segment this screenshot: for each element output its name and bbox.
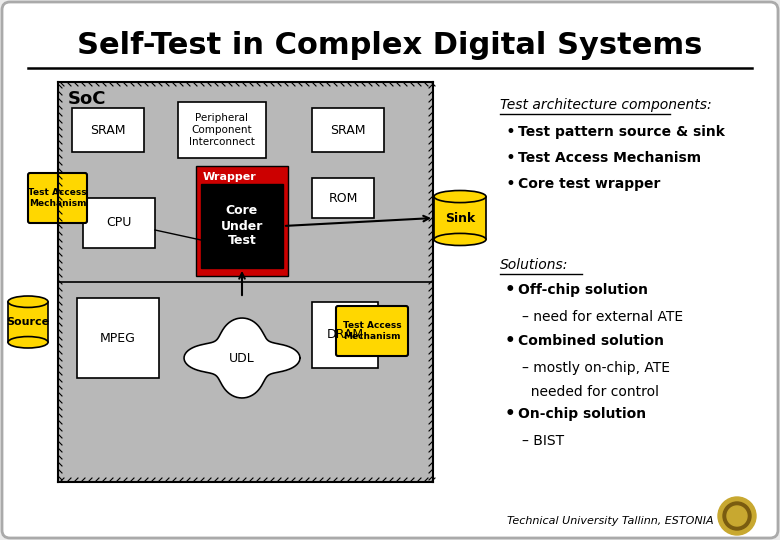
Bar [196,166,288,276]
Text: Test Access
Mechanism: Test Access Mechanism [342,321,402,341]
Bar [312,108,384,152]
Ellipse shape [434,233,486,246]
FancyBboxPatch shape [28,173,87,223]
Text: Test architecture components:: Test architecture components: [500,98,711,112]
Text: Sink: Sink [445,212,475,225]
Text: – need for external ATE: – need for external ATE [522,310,683,324]
Ellipse shape [434,191,486,202]
Text: •: • [505,332,516,350]
FancyBboxPatch shape [336,306,408,356]
Text: DRAM: DRAM [327,328,363,341]
Text: Core test wrapper: Core test wrapper [518,177,661,191]
Bar [178,102,266,158]
Text: Self-Test in Complex Digital Systems: Self-Test in Complex Digital Systems [77,31,703,60]
Circle shape [718,497,756,535]
Bar [72,108,144,152]
Text: CPU: CPU [106,217,132,230]
Bar [312,302,378,368]
Text: SRAM: SRAM [90,124,126,137]
Text: •: • [505,123,515,141]
Bar [58,82,433,482]
Ellipse shape [8,336,48,348]
Text: Peripheral
Component
Interconnect: Peripheral Component Interconnect [189,113,255,146]
Text: Test Access
Mechanism: Test Access Mechanism [28,188,87,208]
Text: •: • [505,175,515,193]
Text: SoC: SoC [68,90,107,108]
Bar [434,197,486,239]
Text: Combined solution: Combined solution [518,334,664,348]
Text: •: • [505,149,515,167]
Bar [312,178,374,218]
Circle shape [727,506,747,526]
Text: Source: Source [6,317,50,327]
Text: Core
Under
Test: Core Under Test [221,205,263,247]
Text: On-chip solution: On-chip solution [518,407,646,421]
Bar [77,298,159,378]
Text: Technical University Tallinn, ESTONIA: Technical University Tallinn, ESTONIA [507,516,714,526]
Ellipse shape [8,296,48,307]
Text: ROM: ROM [328,192,358,205]
Text: Wrapper: Wrapper [203,172,257,182]
Polygon shape [184,318,300,398]
Bar [8,302,48,342]
Text: – BIST: – BIST [522,434,564,448]
Text: needed for control: needed for control [522,385,659,399]
Bar [201,184,283,268]
Text: MPEG: MPEG [100,332,136,345]
Circle shape [723,502,751,530]
Text: •: • [505,405,516,423]
Text: •: • [505,281,516,299]
Text: Test Access Mechanism: Test Access Mechanism [518,151,701,165]
Text: Solutions:: Solutions: [500,258,569,272]
Text: Test pattern source & sink: Test pattern source & sink [518,125,725,139]
Bar [83,198,155,248]
Text: – mostly on-chip, ATE: – mostly on-chip, ATE [522,361,670,375]
Text: Off-chip solution: Off-chip solution [518,283,648,297]
Text: UDL: UDL [229,352,255,365]
Text: SRAM: SRAM [330,124,366,137]
